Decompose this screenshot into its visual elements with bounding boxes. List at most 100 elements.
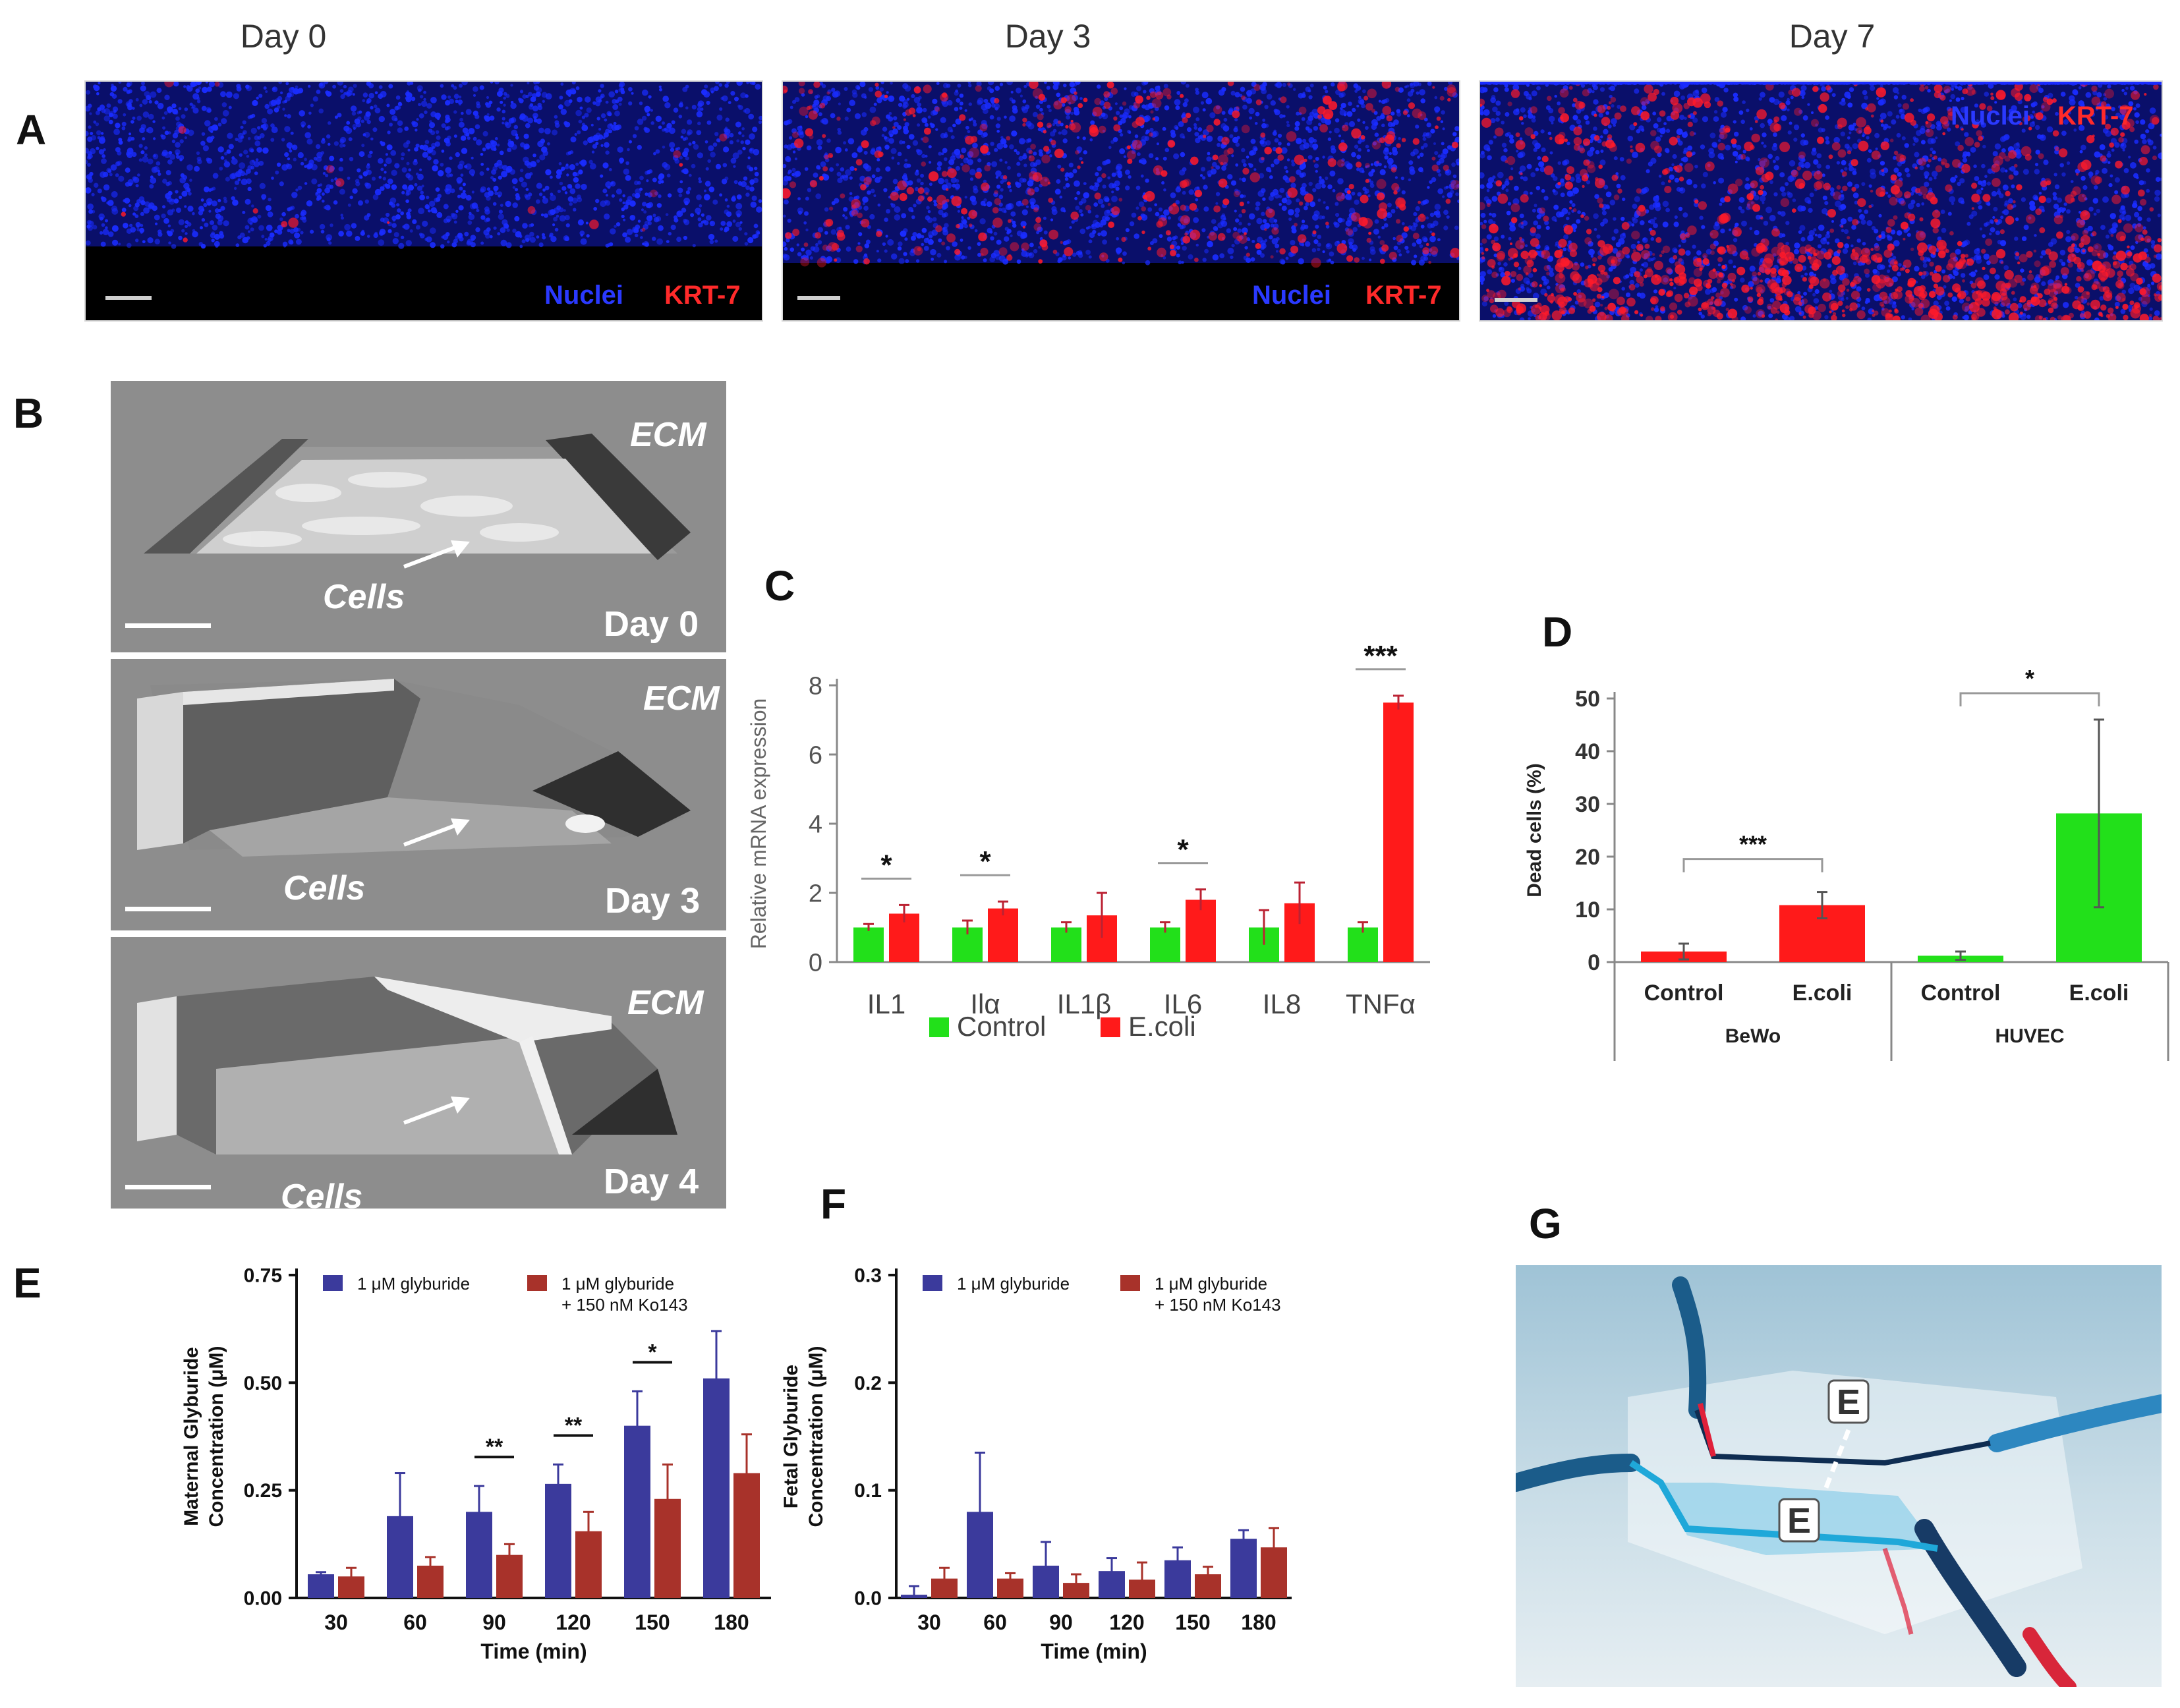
ecm-label: ECM: [643, 679, 720, 718]
scale-bar: [105, 296, 152, 300]
panel-letter-g: G: [1529, 1200, 1562, 1247]
y-tick-label: 0.1: [854, 1480, 882, 1502]
category-label: Ilα: [970, 988, 1000, 1019]
cells-label: Cells: [323, 578, 405, 616]
y-axis-label-line1: Fetal Glyburide: [780, 1365, 802, 1508]
significance-mark: *: [648, 1340, 657, 1365]
ecm-render-day-4: ECM Cells Day 4: [111, 937, 726, 1209]
y-tick-label: 8: [809, 672, 822, 700]
category-label: 120: [1109, 1610, 1144, 1634]
legend-label: + 150 nM Ko143: [1155, 1295, 1281, 1315]
category-label: IL1: [867, 988, 905, 1019]
category-label: 60: [403, 1610, 427, 1634]
legend-swatch: [923, 1275, 942, 1291]
y-tick-label: 40: [1575, 739, 1600, 764]
y-tick-label: 50: [1575, 687, 1600, 712]
bar-ff1a1a: [1383, 702, 1414, 962]
category-label: 180: [714, 1610, 749, 1634]
y-tick-label: 0.3: [854, 1265, 882, 1287]
day-label: Day 0: [604, 604, 699, 644]
panel-letter-f: F: [820, 1180, 847, 1228]
day-label-7: Day 7: [1789, 18, 1876, 55]
significance-mark: **: [565, 1413, 583, 1438]
legend-swatch: [929, 1017, 949, 1037]
legend-swatch: [323, 1275, 343, 1291]
y-tick-label: 0.75: [244, 1265, 282, 1287]
legend-label: + 150 nM Ko143: [561, 1295, 688, 1315]
scale-bar: [125, 1185, 211, 1189]
legend-krt7: KRT-7: [2057, 101, 2134, 130]
device-label-e-bottom: E: [1787, 1501, 1811, 1541]
y-tick-label: 0.00: [244, 1588, 282, 1610]
scale-bar: [125, 623, 211, 628]
y-axis-label-line1: Maternal Glyburide: [181, 1347, 202, 1526]
micrograph-day-3: Nuclei KRT-7: [782, 80, 1460, 322]
y-tick-label: 20: [1575, 845, 1600, 870]
significance-mark: *: [880, 849, 892, 881]
panel-letter-a: A: [16, 106, 47, 154]
legend-label: 1 μM glyburide: [1155, 1274, 1267, 1294]
panel-letter-b: B: [13, 389, 44, 437]
category-label: 60: [983, 1610, 1007, 1634]
group-label: BeWo: [1725, 1025, 1781, 1047]
bar-22e01a: [1051, 927, 1081, 962]
micrograph-day-7: Nuclei KRT-7: [1479, 80, 2163, 322]
krt7-signal: [1481, 242, 2162, 320]
bar-22e01a: [1150, 927, 1180, 962]
category-label: 30: [324, 1610, 348, 1634]
legend-label: 1 μM glyburide: [561, 1274, 674, 1294]
y-tick-label: 2: [809, 880, 822, 907]
nuclei-dots: [1480, 82, 2162, 85]
category-label: E.coli: [2069, 981, 2129, 1006]
panel-letter-c: C: [764, 562, 795, 610]
significance-mark: ***: [1363, 646, 1398, 672]
legend-nuclei: Nuclei: [1252, 281, 1332, 310]
legend-label: 1 μM glyburide: [357, 1274, 470, 1294]
legend-swatch: [1101, 1017, 1120, 1037]
group-label: HUVEC: [1995, 1025, 2064, 1047]
legend-swatch: [1120, 1275, 1140, 1291]
significance-mark: *: [979, 845, 991, 878]
ecm-label: ECM: [630, 416, 706, 454]
category-label: IL8: [1263, 988, 1301, 1019]
ecm-render-day-0: ECM Cells Day 0: [111, 381, 726, 652]
significance-bracket: [1959, 692, 2100, 706]
legend-label: 1 μM glyburide: [957, 1274, 1070, 1294]
y-axis-label-line2: Concentration (μM): [805, 1346, 827, 1527]
significance-mark: ***: [1739, 831, 1767, 858]
significance-bracket: [1682, 858, 1823, 872]
x-axis-label: Time (min): [1041, 1639, 1147, 1663]
category-label: IL1β: [1057, 988, 1112, 1019]
bar-3b3a9c: [1230, 1539, 1257, 1598]
day-label: Day 3: [605, 881, 701, 921]
category-label: TNFα: [1346, 988, 1416, 1019]
scale-bar: [125, 907, 211, 911]
category-label: IL6: [1164, 988, 1202, 1019]
micrograph-day-0: Nuclei KRT-7: [84, 80, 763, 322]
krt7-signal: [783, 82, 1459, 268]
y-tick-label: 0.50: [244, 1373, 282, 1394]
day-label: Day 4: [604, 1162, 699, 1201]
chart-f: 0.0 0.1 0.2 0.3 30 60 90 120 150 180 Fetal Glyburi…: [780, 1265, 1292, 1663]
category-label: Control: [1921, 981, 2001, 1006]
day-label-3: Day 3: [1004, 18, 1091, 55]
y-tick-label: 0.25: [244, 1480, 282, 1502]
legend-krt7: KRT-7: [664, 281, 741, 310]
legend-swatch: [527, 1275, 547, 1291]
ecm-render-day-3: ECM Cells Day 3: [111, 659, 726, 930]
y-axis-label: Relative mRNA expression: [747, 698, 770, 950]
significance-mark: **: [486, 1435, 503, 1460]
y-tick-label: 10: [1575, 897, 1600, 923]
scale-bar: [797, 296, 840, 300]
cells-label: Cells: [283, 869, 366, 907]
category-label: 150: [635, 1610, 670, 1634]
device-label-e-top: E: [1837, 1382, 1860, 1422]
category-label: 90: [482, 1610, 506, 1634]
bar-ff1a1a: [988, 908, 1018, 962]
krt7-signal: [121, 82, 728, 242]
device-photo: E E: [1516, 1265, 2162, 1687]
category-label: 180: [1241, 1610, 1276, 1634]
y-tick-label: 4: [809, 811, 822, 838]
legend-label: E.coli: [1128, 1011, 1196, 1042]
